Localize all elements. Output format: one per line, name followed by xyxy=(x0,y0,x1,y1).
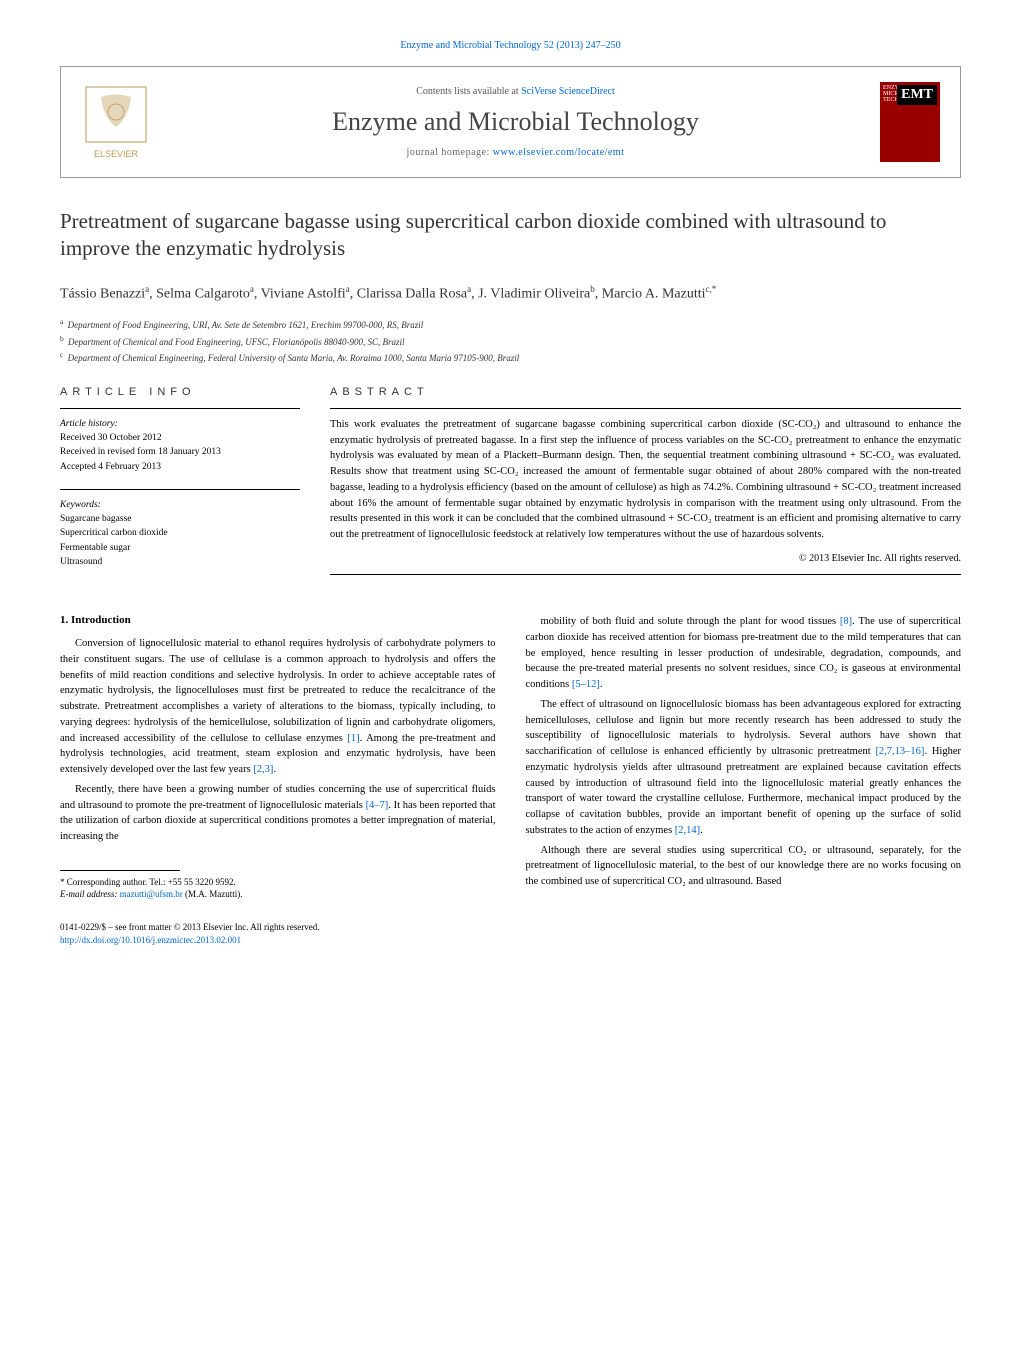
corresponding-author-footnote: * Corresponding author. Tel.: +55 55 322… xyxy=(60,876,496,901)
keyword-line: Sugarcane bagasse xyxy=(60,512,300,526)
body-paragraph: Although there are several studies using… xyxy=(526,843,962,890)
ref-link[interactable]: [2,3] xyxy=(253,764,273,775)
history-label: Article history: xyxy=(60,417,300,431)
affiliation-line: c Department of Chemical Engineering, Fe… xyxy=(60,349,961,366)
body-paragraph: Recently, there have been a growing numb… xyxy=(60,782,496,845)
ref-link[interactable]: [1] xyxy=(347,733,359,744)
footnote-divider xyxy=(60,870,180,871)
journal-name: Enzyme and Microbial Technology xyxy=(151,107,880,137)
keywords-label: Keywords: xyxy=(60,498,300,512)
elsevier-label: ELSEVIER xyxy=(94,149,139,159)
ref-link[interactable]: [4–7] xyxy=(366,800,389,811)
doi-link[interactable]: http://dx.doi.org/10.1016/j.enzmictec.20… xyxy=(60,935,241,945)
ref-link[interactable]: [5–12] xyxy=(572,679,600,690)
body-paragraph: mobility of both fluid and solute throug… xyxy=(526,614,962,693)
abstract-copyright: © 2013 Elsevier Inc. All rights reserved… xyxy=(330,553,961,575)
section-heading-intro: 1. Introduction xyxy=(60,614,496,626)
body-right-column: mobility of both fluid and solute throug… xyxy=(526,614,962,946)
history-line: Accepted 4 February 2013 xyxy=(60,460,300,474)
keyword-line: Ultrasound xyxy=(60,555,300,569)
body-paragraph: Conversion of lignocellulosic material t… xyxy=(60,636,496,778)
journal-cover-thumbnail: ENZYME AND MICROBIAL TECHNOLOGY EMT xyxy=(880,82,940,162)
elsevier-logo: ELSEVIER xyxy=(81,82,151,162)
article-history-section: Article history: Received 30 October 201… xyxy=(60,408,300,474)
contents-line: Contents lists available at SciVerse Sci… xyxy=(151,86,880,97)
ref-link[interactable]: [2,14] xyxy=(675,825,700,836)
article-info-heading: ARTICLE INFO xyxy=(60,386,300,398)
page-footer: 0141-0229/$ – see front matter © 2013 El… xyxy=(60,921,496,946)
history-line: Received in revised form 18 January 2013 xyxy=(60,445,300,459)
info-abstract-row: ARTICLE INFO Article history: Received 3… xyxy=(60,386,961,584)
history-line: Received 30 October 2012 xyxy=(60,431,300,445)
body-paragraph: The effect of ultrasound on lignocellulo… xyxy=(526,697,962,839)
article-title: Pretreatment of sugarcane bagasse using … xyxy=(60,208,961,263)
contents-prefix: Contents lists available at xyxy=(416,86,521,97)
abstract-heading: ABSTRACT xyxy=(330,386,961,398)
footer-line1: 0141-0229/$ – see front matter © 2013 El… xyxy=(60,921,496,934)
header-center: Contents lists available at SciVerse Sci… xyxy=(151,86,880,158)
header-citation: Enzyme and Microbial Technology 52 (2013… xyxy=(60,40,961,51)
sciencedirect-link[interactable]: SciVerse ScienceDirect xyxy=(521,86,615,97)
affiliation-line: b Department of Chemical and Food Engine… xyxy=(60,333,961,350)
abstract-column: ABSTRACT This work evaluates the pretrea… xyxy=(330,386,961,584)
body-columns: 1. Introduction Conversion of lignocellu… xyxy=(60,614,961,946)
cover-emt-label: EMT xyxy=(897,85,937,105)
body-left-column: 1. Introduction Conversion of lignocellu… xyxy=(60,614,496,946)
corresponding-text: * Corresponding author. Tel.: +55 55 322… xyxy=(60,876,496,889)
affiliations: a Department of Food Engineering, URI, A… xyxy=(60,316,961,366)
authors-list: Tássio Benazzia, Selma Calgarotoa, Vivia… xyxy=(60,283,961,305)
homepage-prefix: journal homepage: xyxy=(407,147,493,158)
keyword-line: Supercritical carbon dioxide xyxy=(60,526,300,540)
homepage-link[interactable]: www.elsevier.com/locate/emt xyxy=(493,147,625,158)
article-info-column: ARTICLE INFO Article history: Received 3… xyxy=(60,386,300,584)
abstract-text: This work evaluates the pretreatment of … xyxy=(330,408,961,543)
email-suffix: (M.A. Mazutti). xyxy=(183,889,243,899)
ref-link[interactable]: [8] xyxy=(840,616,852,627)
keywords-section: Keywords: Sugarcane bagasseSupercritical… xyxy=(60,489,300,569)
email-link[interactable]: mazutti@ufsm.br xyxy=(120,889,183,899)
keyword-line: Fermentable sugar xyxy=(60,541,300,555)
journal-header-box: ELSEVIER Contents lists available at Sci… xyxy=(60,66,961,178)
email-label: E-mail address: xyxy=(60,889,120,899)
homepage-line: journal homepage: www.elsevier.com/locat… xyxy=(151,147,880,158)
affiliation-line: a Department of Food Engineering, URI, A… xyxy=(60,316,961,333)
ref-link[interactable]: [2,7,13–16] xyxy=(875,746,924,757)
